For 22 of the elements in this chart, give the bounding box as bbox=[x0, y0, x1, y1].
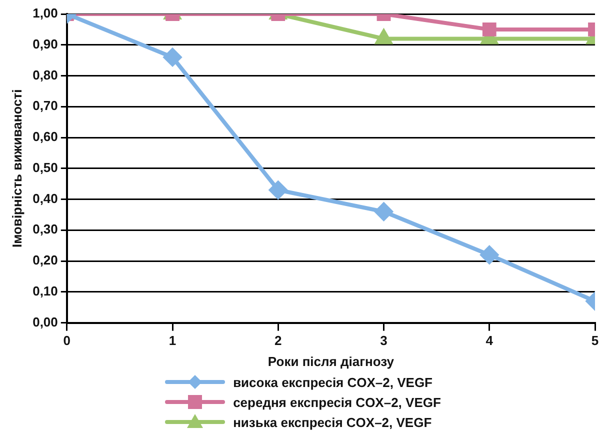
legend-label: середня експресія COX–2, VEGF bbox=[233, 394, 441, 410]
legend-label: низька експресія COX–2, VEGF bbox=[233, 414, 432, 430]
x-axis-title: Роки після діагнозу bbox=[268, 354, 395, 369]
y-tick-label: 0,90 bbox=[32, 36, 58, 52]
x-tick-label: 5 bbox=[591, 333, 599, 348]
x-tick-label: 0 bbox=[63, 333, 71, 348]
y-tick-label: 0,80 bbox=[32, 67, 58, 82]
y-tick-label: 0,60 bbox=[32, 129, 58, 144]
legend-label: висока експресія COX–2, VEGF bbox=[233, 374, 432, 390]
y-tick-label: 0,30 bbox=[32, 222, 58, 237]
y-tick-label: 1,00 bbox=[32, 6, 58, 21]
y-tick-label: 0,50 bbox=[32, 160, 58, 175]
x-tick-label: 3 bbox=[380, 333, 388, 348]
y-axis-title: Імовірність виживаності bbox=[9, 89, 24, 248]
y-tick-label: 0,20 bbox=[32, 252, 58, 268]
x-tick-label: 1 bbox=[168, 333, 176, 348]
y-tick-label: 0,40 bbox=[32, 190, 58, 206]
y-tick-label: 0,70 bbox=[32, 98, 58, 114]
x-tick-label: 2 bbox=[274, 333, 282, 348]
y-tick-label: 0,10 bbox=[32, 284, 58, 298]
x-tick-label: 4 bbox=[486, 333, 494, 348]
y-tick-label: 0,00 bbox=[32, 314, 58, 330]
